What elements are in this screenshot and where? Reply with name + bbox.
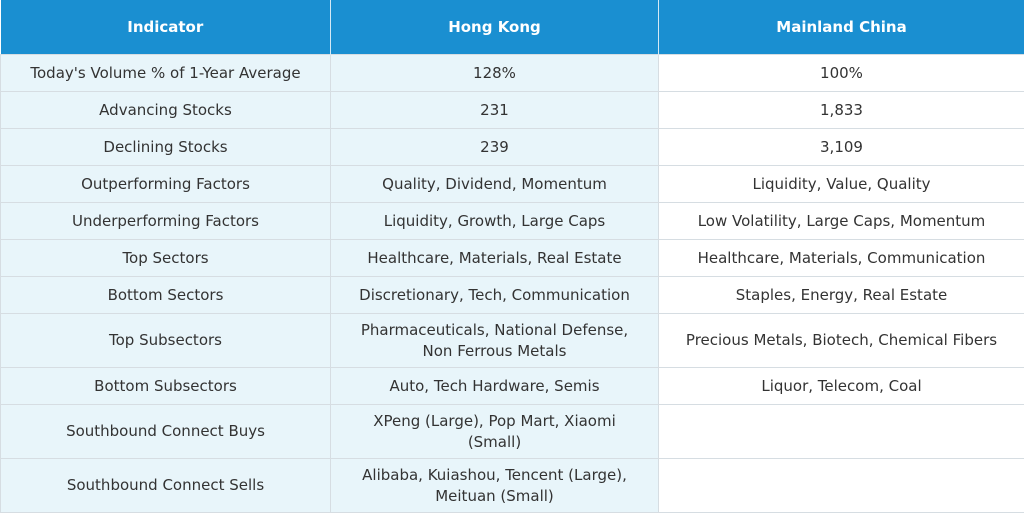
table-cell: Discretionary, Tech, Communication bbox=[330, 276, 659, 314]
table-cell: Low Volatility, Large Caps, Momentum bbox=[658, 202, 1024, 240]
table-cell: Pharmaceuticals, National Defense, Non F… bbox=[330, 313, 659, 368]
table-cell: Advancing Stocks bbox=[0, 91, 331, 129]
table-cell: 1,833 bbox=[658, 91, 1024, 129]
table-cell: Healthcare, Materials, Communication bbox=[658, 239, 1024, 277]
table-cell: Liquidity, Value, Quality bbox=[658, 165, 1024, 203]
table-row: Southbound Connect Sells Alibaba, Kuiasho… bbox=[0, 458, 1024, 513]
table-cell: Top Subsectors bbox=[0, 313, 331, 368]
table-cell: Declining Stocks bbox=[0, 128, 331, 166]
table-cell: Southbound Connect Buys bbox=[0, 404, 331, 459]
table-row: Top Subsectors Pharmaceuticals, National … bbox=[0, 313, 1024, 368]
column-header: Hong Kong bbox=[330, 0, 659, 55]
table-cell: Auto, Tech Hardware, Semis bbox=[330, 367, 659, 405]
table-cell: Underperforming Factors bbox=[0, 202, 331, 240]
table-cell: Outperforming Factors bbox=[0, 165, 331, 203]
table-row: Today's Volume % of 1-Year Average 128% 10… bbox=[0, 54, 1024, 92]
table-cell: 3,109 bbox=[658, 128, 1024, 166]
table-cell: XPeng (Large), Pop Mart, Xiaomi (Small) bbox=[330, 404, 659, 459]
table-cell: 231 bbox=[330, 91, 659, 129]
table-cell: Bottom Subsectors bbox=[0, 367, 331, 405]
empty-cell bbox=[658, 404, 1024, 459]
table-row: Advancing Stocks 231 1,833 bbox=[0, 91, 1024, 129]
table-row: Top Sectors Healthcare, Materials, Real E… bbox=[0, 239, 1024, 277]
table-cell: 128% bbox=[330, 54, 659, 92]
table-body: Today's Volume % of 1-Year Average 128% 10… bbox=[0, 54, 1024, 513]
table-row: Bottom Sectors Discretionary, Tech, Commu… bbox=[0, 276, 1024, 314]
table-cell: 100% bbox=[658, 54, 1024, 92]
table-cell: Precious Metals, Biotech, Chemical Fiber… bbox=[658, 313, 1024, 368]
table-row: Southbound Connect Buys XPeng (Large), Po… bbox=[0, 404, 1024, 459]
column-header: Mainland China bbox=[658, 0, 1024, 55]
table-cell: Healthcare, Materials, Real Estate bbox=[330, 239, 659, 277]
table-cell: Southbound Connect Sells bbox=[0, 458, 331, 513]
table-row: Declining Stocks 239 3,109 bbox=[0, 128, 1024, 166]
table-cell: Liquor, Telecom, Coal bbox=[658, 367, 1024, 405]
table-cell: 239 bbox=[330, 128, 659, 166]
table-row: Underperforming Factors Liquidity, Growth… bbox=[0, 202, 1024, 240]
table-cell: Quality, Dividend, Momentum bbox=[330, 165, 659, 203]
column-header: Indicator bbox=[0, 0, 331, 55]
table-row: Outperforming Factors Quality, Dividend, … bbox=[0, 165, 1024, 203]
empty-cell bbox=[658, 458, 1024, 513]
table-cell: Liquidity, Growth, Large Caps bbox=[330, 202, 659, 240]
table-cell: Staples, Energy, Real Estate bbox=[658, 276, 1024, 314]
table-row: Bottom Subsectors Auto, Tech Hardware, Se… bbox=[0, 367, 1024, 405]
table-cell: Alibaba, Kuiashou, Tencent (Large), Meit… bbox=[330, 458, 659, 513]
table-cell: Bottom Sectors bbox=[0, 276, 331, 314]
table-cell: Top Sectors bbox=[0, 239, 331, 277]
table-cell: Today's Volume % of 1-Year Average bbox=[0, 54, 331, 92]
header-row: Indicator Hong Kong Mainland China bbox=[0, 0, 1024, 55]
